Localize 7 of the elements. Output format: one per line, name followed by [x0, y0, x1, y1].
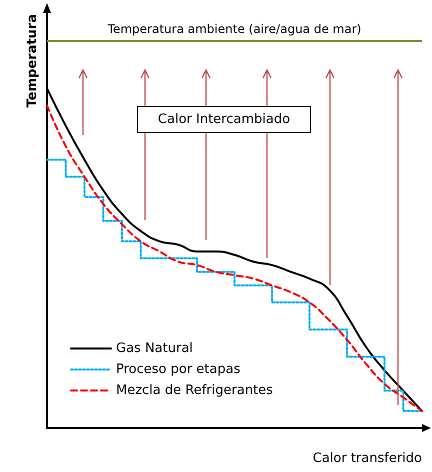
legend-label: Proceso por etapas [116, 362, 241, 377]
ref-line-label: Temperatura ambiente (aire/agua de mar) [106, 22, 362, 36]
legend-label: Mezcla de Refrigerantes [116, 383, 274, 398]
text-box: Calor Intercambiado [137, 106, 311, 133]
x-axis-title: Calor transferido [312, 451, 422, 466]
legend-label: Gas Natural [116, 341, 193, 356]
y-axis-title: Temperatura [25, 14, 40, 108]
